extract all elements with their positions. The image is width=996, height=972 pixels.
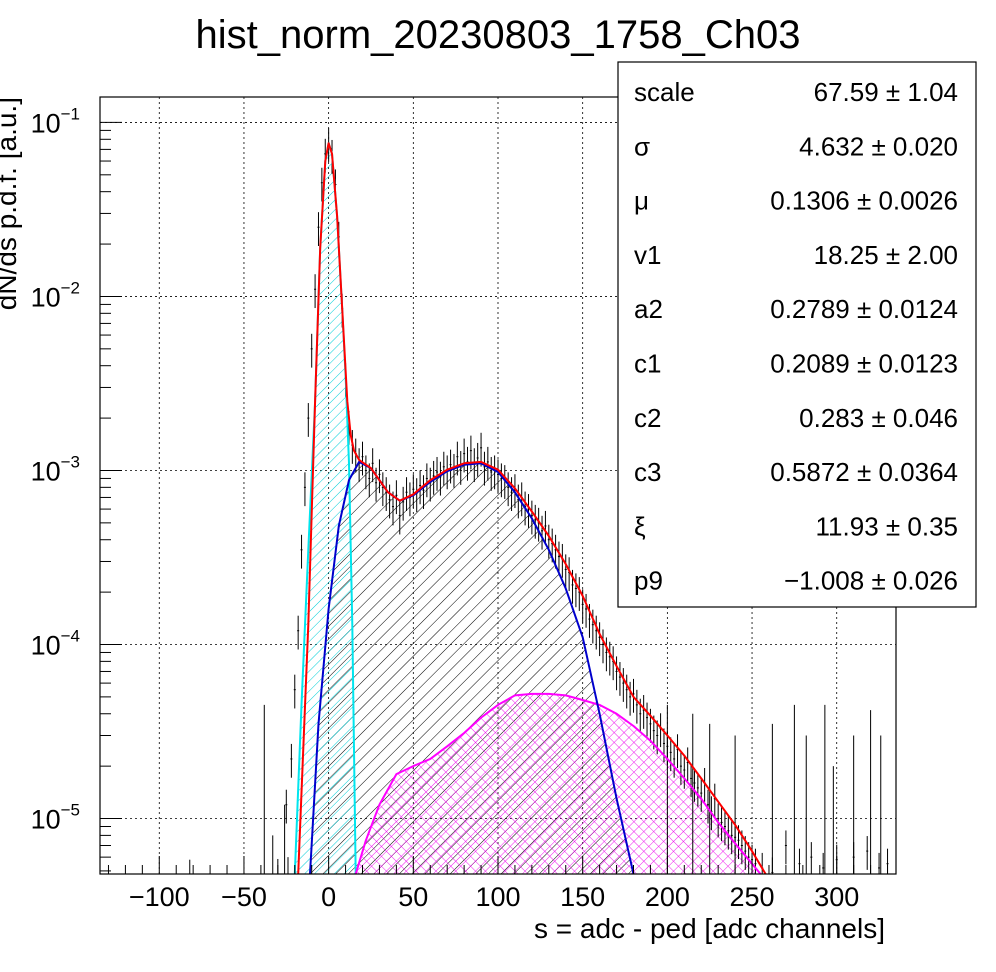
x-tick-label: 0 xyxy=(321,882,336,912)
multi-photon-component-line xyxy=(354,692,762,874)
x-tick-label: 150 xyxy=(560,882,605,912)
histogram xyxy=(189,128,889,874)
x-tick-label: 50 xyxy=(398,882,428,912)
y-tick-label: 10−4 xyxy=(31,627,80,661)
stats-param-name: ξ xyxy=(634,511,646,541)
stats-param-value: 0.283 ± 0.046 xyxy=(799,403,958,433)
chart-title: hist_norm_20230803_1758_Ch03 xyxy=(196,13,801,57)
stats-param-value: 0.1306 ± 0.0026 xyxy=(770,186,958,216)
x-axis-label: s = adc - ped [adc channels] xyxy=(534,913,885,944)
stats-param-name: a2 xyxy=(634,294,663,324)
stats-param-value: 0.2789 ± 0.0124 xyxy=(770,294,958,324)
stats-box-frame xyxy=(617,61,977,608)
stats-param-name: σ xyxy=(634,131,650,161)
stats-param-value: 4.632 ± 0.020 xyxy=(799,131,958,161)
pedestal-component-fill xyxy=(294,143,356,874)
stats-param-name: v1 xyxy=(634,240,661,270)
y-tick-label: 10−3 xyxy=(31,452,80,486)
stats-param-name: μ xyxy=(634,186,649,216)
y-tick-label: 10−1 xyxy=(31,104,80,138)
y-tick-label: 10−5 xyxy=(31,801,80,835)
single-photon-component-line xyxy=(309,460,635,874)
stats-param-value: −1.008 ± 0.026 xyxy=(784,566,958,596)
fit-curves xyxy=(293,142,767,874)
x-tick-label: 250 xyxy=(730,882,775,912)
stats-param-value: 0.2089 ± 0.0123 xyxy=(770,349,958,379)
total-fit-line xyxy=(297,142,767,874)
stats-param-value: 18.25 ± 2.00 xyxy=(814,240,958,270)
y-axis-label: dN/ds p.d.f. [a.u.] xyxy=(0,97,22,310)
x-tick-label: 100 xyxy=(475,882,520,912)
stats-param-value: 67.59 ± 1.04 xyxy=(814,77,958,107)
x-tick-label: 200 xyxy=(645,882,690,912)
x-tick-label: −100 xyxy=(129,882,190,912)
x-axis: −100 −50 0 50 100 150 200 250 300 xyxy=(107,856,889,912)
stats-param-name: scale xyxy=(634,77,695,107)
stats-param-name: c3 xyxy=(634,457,661,487)
stats-param-name: p9 xyxy=(634,566,663,596)
y-axis: 10−1 10−2 10−3 10−4 10−5 xyxy=(31,104,122,872)
x-tick-label: −50 xyxy=(221,882,267,912)
y-tick-label: 10−2 xyxy=(31,278,80,312)
stats-box: scale 67.59 ± 1.04 σ 4.632 ± 0.020 μ 0.1306 ±… xyxy=(617,61,977,608)
x-tick-label: 300 xyxy=(814,882,859,912)
stats-param-value: 0.5872 ± 0.0364 xyxy=(770,457,958,487)
stats-param-name: c1 xyxy=(634,349,661,379)
stats-param-value: 11.93 ± 0.35 xyxy=(816,511,958,541)
stats-param-name: c2 xyxy=(634,403,661,433)
